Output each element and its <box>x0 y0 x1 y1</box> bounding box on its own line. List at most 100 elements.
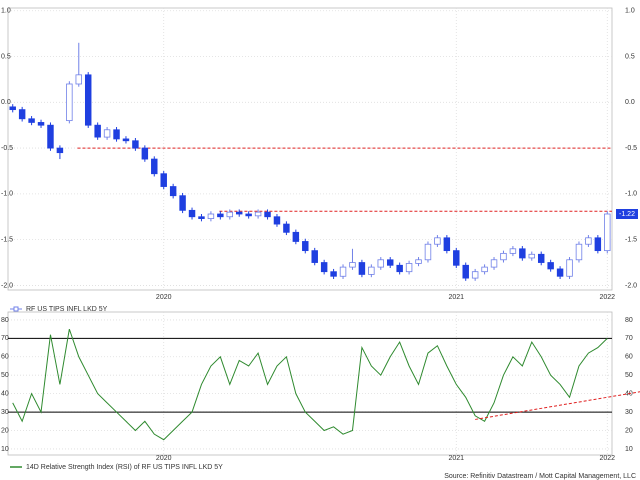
candle-body <box>575 243 583 261</box>
legend-label: RF US TIPS INFL LKD 5Y <box>26 306 108 313</box>
candle-body <box>424 243 432 261</box>
candle-body <box>405 263 413 273</box>
y-tick-label: -1.5 <box>1 236 13 243</box>
candle-body <box>122 138 130 142</box>
line-series <box>12 328 608 441</box>
candle-body <box>368 266 375 275</box>
y-tick-label: 0.5 <box>625 53 635 60</box>
candle-body <box>556 268 564 277</box>
y-tick-label: 0.0 <box>1 99 11 106</box>
candle-body <box>169 186 177 197</box>
candle-body <box>264 211 271 218</box>
candle-body <box>330 271 337 277</box>
candle-body <box>235 211 243 215</box>
candle-body <box>207 213 215 219</box>
candle-body <box>113 129 120 140</box>
y-tick-label: 60 <box>1 354 9 361</box>
candle-body <box>151 158 158 175</box>
legend-label: 14D Relative Strength Index (RSI) of RF … <box>26 464 223 471</box>
y-tick-label: -1.0 <box>1 191 13 198</box>
candle-body <box>302 241 309 252</box>
last-value-box <box>616 209 638 220</box>
candle-body <box>537 253 545 263</box>
x-tick-label: 2021 <box>448 455 464 462</box>
candle-body <box>386 259 394 266</box>
candle-body <box>283 223 290 233</box>
candle-body <box>443 237 451 252</box>
y-tick-label: 40 <box>1 390 9 397</box>
candle-body <box>481 266 488 273</box>
y-tick-label: 50 <box>625 372 633 379</box>
candle-body <box>453 250 460 266</box>
y-tick-label: 80 <box>1 317 9 324</box>
x-tick-label: 2022 <box>599 294 615 301</box>
y-tick-label: -2.0 <box>625 282 637 289</box>
y-tick-label: 30 <box>1 409 9 416</box>
y-tick-label: 1.0 <box>1 8 11 15</box>
candle-body <box>462 264 469 279</box>
y-tick-label: 10 <box>1 446 9 453</box>
candle-body <box>339 266 347 277</box>
candle-body <box>75 74 83 85</box>
candle-body <box>273 216 281 225</box>
candle-body <box>547 262 554 270</box>
candle-body <box>377 259 385 268</box>
plot-frame <box>7 7 613 291</box>
y-tick-label: 20 <box>625 427 633 434</box>
y-tick-label: 0.0 <box>625 99 635 106</box>
y-tick-label: 0.5 <box>1 53 11 60</box>
candle-body <box>311 250 318 263</box>
source: Source: Refinitiv Datastream / Mott Capi… <box>444 473 636 480</box>
candle-body <box>9 106 16 111</box>
plot-frame <box>7 311 613 456</box>
trend-line <box>475 391 640 420</box>
candle-body <box>37 122 45 126</box>
candle-body <box>396 264 403 273</box>
candle-body <box>594 237 602 252</box>
candle-body <box>198 216 205 219</box>
candle-body <box>217 213 224 218</box>
candle-body <box>47 124 54 149</box>
candle-body <box>141 147 149 160</box>
candle-body <box>566 259 573 277</box>
candle-body <box>415 259 422 264</box>
candle-body <box>434 237 441 245</box>
candle-body <box>66 83 73 122</box>
y-tick-label: 80 <box>625 317 633 324</box>
legend-icon <box>13 306 19 312</box>
candle-body <box>292 231 300 242</box>
candle-body <box>94 124 101 138</box>
candle-body <box>490 259 498 268</box>
x-tick-label: 2021 <box>448 294 464 301</box>
y-tick-label: -0.5 <box>1 145 13 152</box>
y-tick-label: -2.0 <box>1 282 13 289</box>
x-tick-label: 2020 <box>156 455 172 462</box>
candle-body <box>28 118 35 123</box>
x-tick-label: 2020 <box>156 294 172 301</box>
y-tick-label: 50 <box>1 372 9 379</box>
candle-body <box>528 253 536 259</box>
x-tick-label: 2022 <box>599 455 615 462</box>
candle-body <box>18 109 26 120</box>
y-tick-label: 20 <box>1 427 9 434</box>
candle-body <box>132 140 139 149</box>
y-tick-label: 70 <box>1 335 9 342</box>
candle-body <box>604 213 611 252</box>
candle-body <box>254 211 262 217</box>
last-value-label: -1.22 <box>619 211 635 218</box>
candle-body <box>471 271 479 279</box>
candle-body <box>500 252 507 261</box>
candle-body <box>245 213 252 217</box>
candle-body <box>56 147 64 154</box>
y-tick-label: 1.0 <box>625 8 635 15</box>
candle-body <box>188 209 196 218</box>
y-tick-label: 30 <box>625 409 633 416</box>
candle-body <box>509 248 517 254</box>
candle-body <box>349 262 356 268</box>
candle-body <box>160 173 167 187</box>
y-tick-label: 10 <box>625 446 633 453</box>
candle-body <box>84 74 92 126</box>
y-tick-label: 60 <box>625 354 633 361</box>
y-tick-label: -1.5 <box>625 236 637 243</box>
